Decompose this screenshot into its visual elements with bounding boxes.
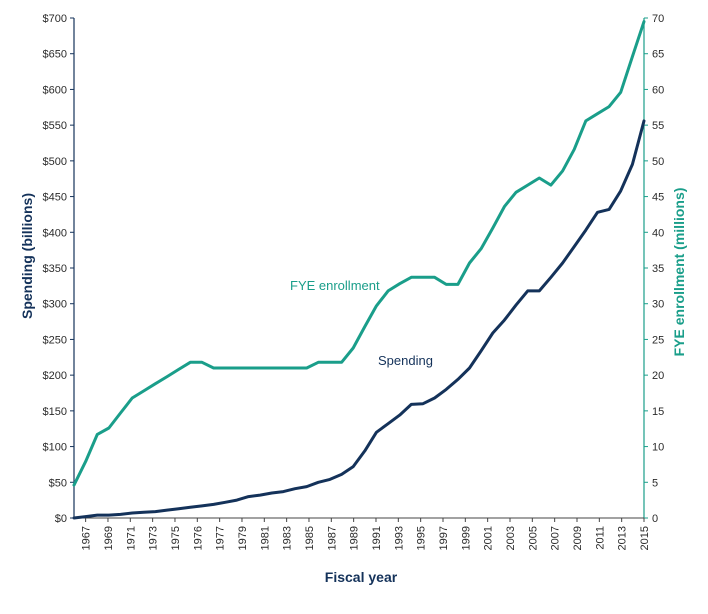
left-tick-label: $550	[43, 120, 67, 132]
x-tick-label: 1977	[215, 526, 227, 550]
x-tick-label: 1976	[192, 526, 204, 550]
right-axis-ticks: 0 5 10 15 20 25 30 35 40 45 50 55 60 65 70	[644, 13, 664, 525]
right-tick-label: 5	[652, 477, 658, 489]
right-tick-label: 65	[652, 49, 664, 61]
right-tick-label: 70	[652, 13, 664, 25]
right-tick-label: 15	[652, 406, 664, 418]
left-tick-label: $500	[43, 156, 67, 168]
right-tick-label: 40	[652, 227, 664, 239]
series-line-spending	[72, 119, 646, 520]
right-tick-label: 10	[652, 442, 664, 454]
right-tick-label: 50	[652, 156, 664, 168]
y-axis-label-right: FYE enrollment (millions)	[671, 188, 687, 357]
left-tick-label: $600	[43, 84, 67, 96]
left-tick-label: $650	[43, 49, 67, 61]
right-tick-label: 25	[652, 334, 664, 346]
left-tick-label: $350	[43, 263, 67, 275]
left-tick-label: $700	[43, 13, 67, 25]
enrollment-series-label: FYE enrollment	[290, 278, 380, 293]
right-tick-label: 45	[652, 192, 664, 204]
x-tick-label: 2001	[483, 526, 495, 550]
left-tick-label: $0	[55, 513, 67, 525]
x-tick-label: 2011	[594, 526, 606, 550]
right-tick-label: 0	[652, 513, 658, 525]
x-tick-label: 1973	[148, 526, 160, 550]
x-tick-label: 1999	[460, 526, 472, 550]
x-tick-label: 1983	[282, 526, 294, 550]
series-line-fye-enrollment	[72, 20, 646, 487]
x-tick-label: 2009	[572, 526, 584, 550]
left-axis-ticks: $0 $50 $100 $150 $200 $250 $300 $350 $400 $450 $50…	[43, 13, 74, 525]
x-tick-label: 1975	[170, 526, 182, 550]
left-tick-label: $450	[43, 192, 67, 204]
x-tick-label: 1979	[237, 526, 249, 550]
x-tick-label: 1993	[393, 526, 405, 550]
x-tick-label: 1967	[81, 526, 93, 550]
right-tick-label: 35	[652, 263, 664, 275]
x-tick-label: 1995	[416, 526, 428, 550]
right-tick-label: 20	[652, 370, 664, 382]
x-tick-label: 1981	[259, 526, 271, 550]
x-tick-label: 1985	[304, 526, 316, 550]
left-tick-label: $100	[43, 442, 67, 454]
x-tick-label: 1987	[326, 526, 338, 550]
right-tick-label: 30	[652, 299, 664, 311]
x-tick-label: 1991	[371, 526, 383, 550]
right-tick-label: 60	[652, 84, 664, 96]
x-axis-label: Fiscal year	[325, 569, 398, 585]
x-tick-label: 2015	[639, 526, 651, 550]
x-axis-ticks: 1967 1969 1971 1973 1975 1976 1977 1979 1981 1983…	[81, 518, 651, 550]
x-tick-label: 1969	[103, 526, 115, 550]
x-tick-label: 1997	[438, 526, 450, 550]
left-tick-label: $300	[43, 299, 67, 311]
x-tick-label: 2013	[617, 526, 629, 550]
spending-series-label: Spending	[378, 353, 433, 368]
y-axis-label-left: Spending (billions)	[19, 193, 35, 319]
x-tick-label: 2007	[550, 526, 562, 550]
x-tick-label: 2005	[527, 526, 539, 550]
x-tick-label: 2003	[505, 526, 517, 550]
left-tick-label: $200	[43, 370, 67, 382]
series-lines	[72, 20, 646, 520]
left-tick-label: $400	[43, 227, 67, 239]
left-tick-label: $150	[43, 406, 67, 418]
left-tick-label: $50	[49, 477, 67, 489]
left-tick-label: $250	[43, 334, 67, 346]
right-tick-label: 55	[652, 120, 664, 132]
x-tick-label: 1989	[349, 526, 361, 550]
x-tick-label: 1971	[125, 526, 137, 550]
